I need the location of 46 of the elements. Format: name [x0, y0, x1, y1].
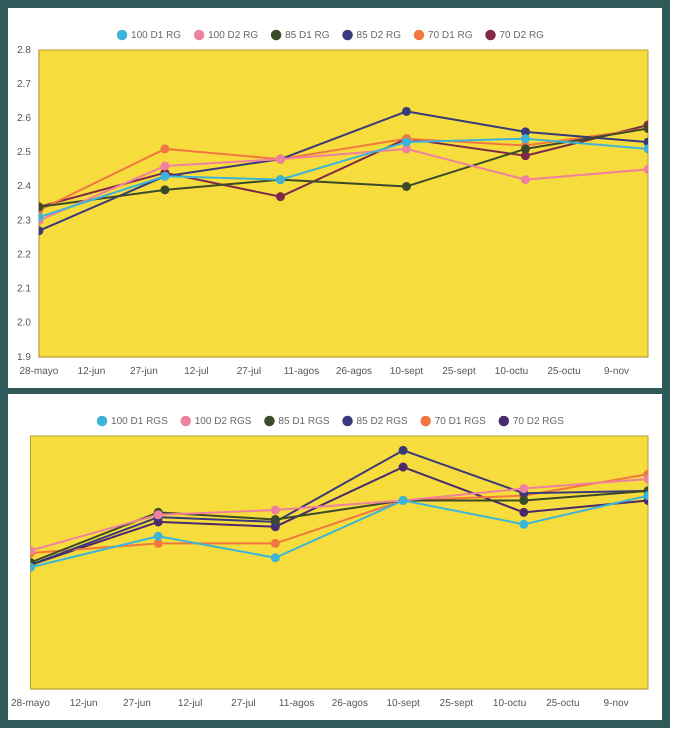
x-tick-label: 10-octu [494, 366, 528, 377]
x-tick-label: 25-octu [547, 366, 581, 377]
legend-label: 85 D2 RG [356, 30, 402, 41]
legend-label: 85 D2 RGS [356, 416, 408, 427]
y-tick-label: 1.9 [16, 352, 32, 363]
legend-label: 100 D1 RG [131, 30, 182, 41]
y-tick-label: 2.8 [16, 44, 32, 56]
legend-label: 70 D2 RG [499, 30, 544, 41]
legend-label: 70 D2 RGS [512, 416, 564, 427]
x-tick-label: 12-jun [78, 366, 106, 377]
y-tick-label: 2.4 [16, 181, 32, 192]
legend-label: 85 D1 RGS [278, 416, 330, 427]
y-tick-label: 2.2 [16, 249, 32, 260]
y-tick-label: 2.6 [16, 112, 32, 124]
x-tick-label: 25-sept [442, 366, 476, 377]
x-tick-label: 9-nov [604, 366, 630, 377]
y-tick-label: 2.1 [16, 284, 32, 295]
x-tick-label: 12-jul [178, 698, 202, 709]
x-tick-label: 25-sept [440, 698, 474, 709]
x-tick-label: 27-jul [236, 366, 262, 377]
x-tick-label: 11-agos [278, 698, 314, 709]
legend-label: 100 D1 RGS [111, 416, 168, 427]
x-tick-label: 28-mayo [19, 366, 59, 377]
legend-label: 100 D2 RGS [194, 416, 252, 427]
y-tick-label: 2.3 [16, 215, 32, 226]
y-tick-label: 2.0 [16, 318, 32, 329]
legend-label: 70 D1 RG [428, 30, 473, 41]
x-tick-label: 9-nov [604, 698, 629, 709]
y-tick-label: 2.7 [16, 78, 32, 90]
x-tick-label: 12-jun [70, 698, 98, 709]
legend-label: 100 D2 RG [208, 30, 258, 41]
y-tick-label: 2.5 [16, 147, 32, 158]
x-tick-label: 25-octu [546, 698, 580, 709]
x-tick-label: 27-jul [231, 698, 256, 709]
x-tick-label: 26-agos [336, 366, 372, 377]
x-tick-label: 11-agos [284, 366, 320, 377]
x-tick-label: 10-sept [390, 366, 424, 377]
legend-label: 70 D1 RGS [434, 416, 486, 427]
x-tick-label: 28-mayo [11, 698, 50, 709]
x-tick-label: 27-jun [130, 366, 158, 377]
legend-label: 85 D1 RG [285, 30, 330, 41]
x-tick-label: 27-jun [123, 698, 151, 709]
x-tick-label: 26-agos [332, 698, 368, 709]
x-tick-label: 10-sept [386, 698, 420, 709]
x-tick-label: 10-octu [492, 698, 526, 709]
x-tick-label: 12-jul [184, 366, 209, 377]
